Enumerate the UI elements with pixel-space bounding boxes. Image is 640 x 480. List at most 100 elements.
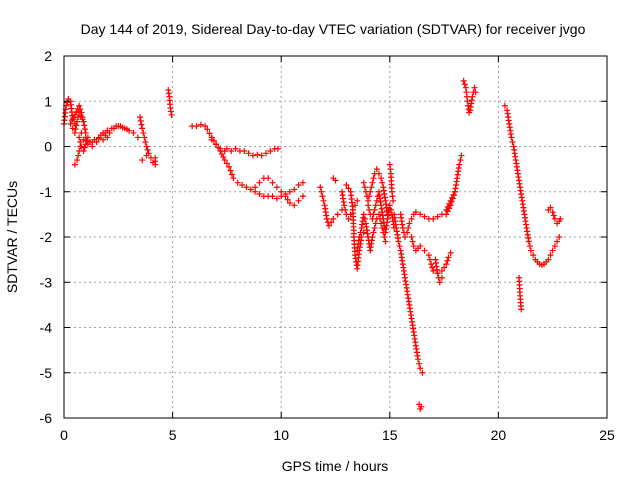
data-point bbox=[438, 274, 445, 281]
data-point bbox=[218, 151, 225, 158]
data-point bbox=[115, 123, 122, 130]
data-point bbox=[444, 257, 451, 264]
data-point bbox=[79, 116, 86, 123]
data-point bbox=[418, 403, 425, 410]
data-points bbox=[61, 77, 564, 412]
data-point bbox=[137, 114, 144, 121]
y-tick-label: 1 bbox=[44, 93, 52, 109]
data-point bbox=[223, 160, 230, 167]
y-tick-label: -5 bbox=[40, 365, 53, 381]
data-point bbox=[417, 243, 424, 250]
data-point bbox=[68, 117, 75, 124]
data-point bbox=[429, 264, 436, 271]
data-point bbox=[416, 360, 423, 367]
data-point bbox=[93, 138, 100, 145]
data-point bbox=[69, 125, 76, 132]
data-point bbox=[438, 267, 445, 274]
data-point bbox=[262, 150, 269, 157]
data-point bbox=[75, 114, 82, 121]
data-point bbox=[227, 167, 234, 174]
data-point bbox=[547, 204, 554, 211]
data-point bbox=[369, 215, 376, 222]
data-point bbox=[369, 179, 376, 186]
data-point bbox=[221, 157, 228, 164]
data-point bbox=[318, 188, 325, 195]
y-tick-label: 2 bbox=[44, 48, 52, 64]
data-point bbox=[446, 205, 453, 212]
data-point bbox=[386, 202, 393, 209]
data-point bbox=[530, 252, 537, 259]
data-point bbox=[449, 195, 456, 202]
chart-title: Day 144 of 2019, Sidereal Day-to-day VTE… bbox=[81, 21, 586, 37]
data-point bbox=[409, 238, 416, 245]
data-point bbox=[408, 215, 415, 222]
data-point bbox=[472, 89, 479, 96]
data-point bbox=[139, 125, 146, 132]
data-point bbox=[549, 209, 556, 216]
data-point bbox=[421, 213, 428, 220]
data-point bbox=[204, 126, 211, 133]
data-point bbox=[448, 198, 455, 205]
data-point bbox=[360, 211, 367, 218]
data-point bbox=[334, 211, 341, 218]
data-point bbox=[142, 138, 149, 145]
data-point bbox=[256, 191, 263, 198]
data-point bbox=[371, 206, 378, 213]
data-point bbox=[375, 170, 382, 177]
data-point bbox=[354, 197, 361, 204]
data-point bbox=[370, 175, 377, 182]
data-point bbox=[202, 123, 209, 130]
data-point bbox=[404, 229, 411, 236]
data-point bbox=[370, 229, 377, 236]
data-point bbox=[239, 181, 246, 188]
data-point bbox=[445, 254, 452, 261]
data-point bbox=[417, 365, 424, 372]
data-point bbox=[365, 202, 372, 209]
data-point bbox=[76, 109, 83, 116]
data-point bbox=[228, 148, 235, 155]
data-point bbox=[226, 163, 233, 170]
y-tick-label: -3 bbox=[40, 274, 53, 290]
data-point bbox=[319, 193, 326, 200]
data-point bbox=[102, 132, 109, 139]
data-point bbox=[208, 134, 215, 141]
data-point bbox=[379, 179, 386, 186]
data-point bbox=[450, 192, 457, 199]
data-point bbox=[434, 270, 441, 277]
data-point bbox=[360, 179, 367, 186]
data-point bbox=[228, 171, 235, 178]
data-point bbox=[554, 238, 561, 245]
data-point bbox=[430, 267, 437, 274]
data-point bbox=[444, 208, 451, 215]
data-point bbox=[130, 129, 137, 136]
data-point bbox=[81, 144, 88, 151]
data-point bbox=[81, 122, 88, 129]
data-point bbox=[67, 120, 74, 127]
data-point bbox=[412, 209, 419, 216]
x-tick-label: 20 bbox=[491, 427, 507, 443]
x-tick-label: 10 bbox=[273, 427, 289, 443]
data-point bbox=[252, 184, 259, 191]
data-point bbox=[456, 161, 463, 168]
data-point bbox=[547, 252, 554, 259]
data-point bbox=[421, 247, 428, 254]
data-point bbox=[518, 306, 525, 313]
data-point bbox=[557, 215, 564, 222]
data-point bbox=[80, 136, 87, 143]
data-point bbox=[381, 234, 388, 240]
data-point bbox=[399, 224, 406, 231]
x-tick-label: 25 bbox=[599, 427, 615, 443]
data-point bbox=[501, 102, 508, 109]
data-point bbox=[241, 148, 248, 155]
y-tick-label: -4 bbox=[40, 320, 53, 336]
data-point bbox=[73, 122, 80, 129]
y-tick-label: -1 bbox=[40, 184, 53, 200]
data-point bbox=[286, 200, 293, 207]
data-point bbox=[370, 211, 377, 218]
data-point bbox=[84, 141, 91, 148]
data-point bbox=[258, 152, 265, 159]
data-point bbox=[152, 154, 159, 161]
data-point bbox=[74, 118, 81, 125]
data-point bbox=[508, 134, 515, 141]
data-point bbox=[139, 157, 146, 164]
